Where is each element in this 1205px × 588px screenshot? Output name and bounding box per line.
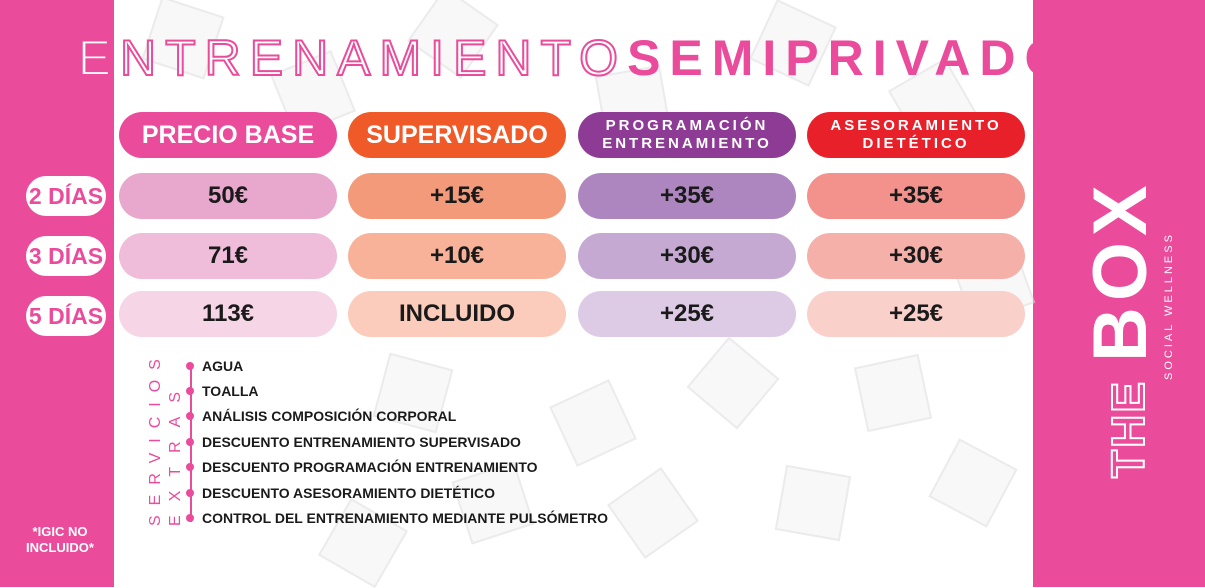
header-label-line1: ASESORAMIENTO	[830, 117, 1002, 134]
logo-box: BOX	[1080, 179, 1163, 362]
extra-item: CONTROL DEL ENTRENAMIENTO MEDIANTE PULSÓ…	[186, 507, 608, 529]
day-label-5: 5 DÍAS	[26, 296, 106, 336]
logo-svg: THE BOX SOCIAL WELLNESS	[1078, 179, 1175, 479]
right-pink-band	[1033, 0, 1205, 587]
header-label-line2: DIETÉTICO	[862, 135, 970, 152]
price-cell: 113€	[119, 291, 337, 337]
day-label-2: 2 DÍAS	[26, 176, 106, 216]
header-label-line2: ENTRENAMIENTO	[602, 135, 772, 152]
bullet-dot	[186, 514, 194, 522]
bullet-dot	[186, 463, 194, 471]
bullet-dot	[186, 489, 194, 497]
extra-item: DESCUENTO ENTRENAMIENTO SUPERVISADO	[186, 431, 521, 453]
header-label-line1: PROGRAMACIÓN	[605, 117, 769, 134]
logo-tagline: SOCIAL WELLNESS	[1163, 232, 1175, 380]
logo-the: THE	[1102, 380, 1154, 478]
price-cell: +35€	[578, 173, 796, 219]
tax-note-line2: INCLUIDO*	[26, 540, 94, 555]
header-label: SUPERVISADO	[366, 120, 548, 149]
title-part-2: SEMIPRIVADO	[627, 30, 1073, 86]
extra-item-label: CONTROL DEL ENTRENAMIENTO MEDIANTE PULSÓ…	[202, 510, 609, 526]
price-cell: +30€	[807, 233, 1025, 279]
extras-label-svg: SERVICIOS EXTRAS	[147, 349, 184, 526]
the-box-logo: THE BOX SOCIAL WELLNESS	[1078, 140, 1180, 480]
price-cell: +35€	[807, 173, 1025, 219]
extras-label: SERVICIOS EXTRAS	[140, 348, 186, 528]
header-asesoramiento-dietetico: ASESORAMIENTO DIETÉTICO	[807, 112, 1025, 158]
price-cell: +15€	[348, 173, 566, 219]
extra-item-label: ANÁLISIS COMPOSICIÓN CORPORAL	[202, 408, 457, 424]
bullet-dot	[186, 362, 194, 370]
extra-item: TOALLA	[186, 380, 259, 402]
header-label: PRECIO BASE	[141, 120, 315, 149]
extra-item: DESCUENTO ASESORAMIENTO DIETÉTICO	[186, 482, 495, 504]
bullet-dot	[186, 438, 194, 446]
extra-item-label: AGUA	[202, 358, 244, 374]
tax-note-line1: *IGIC NO	[32, 524, 88, 539]
extra-item-label: DESCUENTO ASESORAMIENTO DIETÉTICO	[202, 485, 495, 501]
day-label-3: 3 DÍAS	[26, 236, 106, 276]
extra-item-label: TOALLA	[202, 383, 259, 399]
price-cell: +25€	[807, 291, 1025, 337]
price-cell: +25€	[578, 291, 796, 337]
bullet-dot	[186, 387, 194, 395]
title-part-1: ENTRENAMIENTO	[77, 29, 628, 87]
price-cell: +30€	[578, 233, 796, 279]
extra-item: DESCUENTO PROGRAMACIÓN ENTRENAMIENTO	[186, 456, 538, 478]
extras-label-line1: SERVICIOS	[147, 349, 164, 526]
price-cell: INCLUIDO	[348, 291, 566, 337]
extra-item: AGUA	[186, 355, 243, 377]
bullet-dot	[186, 412, 194, 420]
price-cell: 71€	[119, 233, 337, 279]
extras-label-line2: EXTRAS	[167, 378, 184, 526]
extra-item-label: DESCUENTO PROGRAMACIÓN ENTRENAMIENTO	[202, 459, 538, 475]
extra-item-label: DESCUENTO ENTRENAMIENTO SUPERVISADO	[202, 434, 521, 450]
header-programacion-entrenamiento: PROGRAMACIÓN ENTRENAMIENTO	[578, 112, 796, 158]
header-precio-base: PRECIO BASE	[119, 112, 337, 158]
price-cell: 50€	[119, 173, 337, 219]
left-pink-band	[0, 0, 114, 587]
header-supervisado: SUPERVISADO	[348, 112, 566, 158]
page-title: ENTRENAMIENTO SEMIPRIVADO	[77, 28, 1064, 88]
tax-note: *IGIC NO INCLUIDO*	[20, 524, 100, 556]
price-cell: +10€	[348, 233, 566, 279]
extra-item: ANÁLISIS COMPOSICIÓN CORPORAL	[186, 405, 456, 427]
